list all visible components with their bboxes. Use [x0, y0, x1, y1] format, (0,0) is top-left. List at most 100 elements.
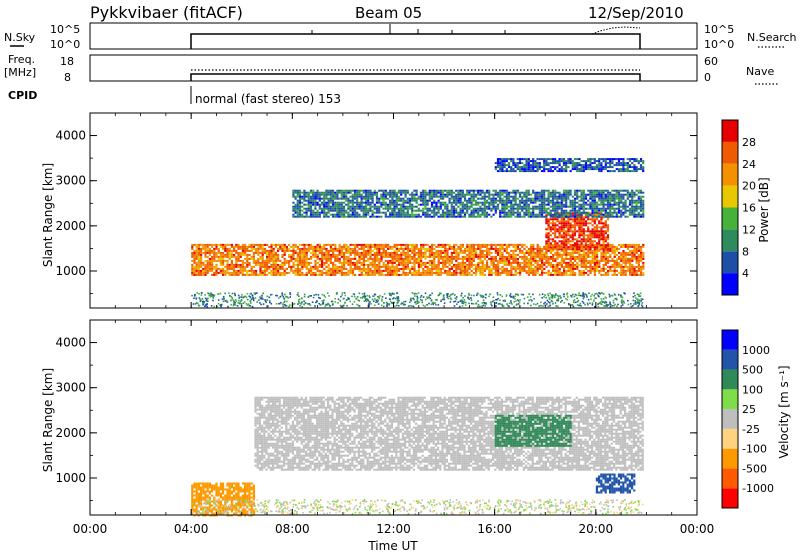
range-cell: [395, 195, 398, 198]
range-cell: [246, 257, 249, 260]
range-cell: [470, 273, 473, 276]
range-cell: [340, 247, 343, 250]
range-cell: [571, 218, 574, 221]
range-cell: [327, 215, 330, 218]
nave-label: Nave: [746, 65, 774, 78]
range-cell: [441, 215, 445, 218]
range-cell: [453, 273, 456, 276]
range-cell: [551, 160, 555, 163]
range-cell: [448, 257, 451, 260]
range-cell: [448, 245, 451, 248]
range-cell: [573, 215, 577, 218]
range-cell: [239, 247, 242, 250]
range-cell: [554, 259, 557, 262]
range-cell: [532, 207, 535, 210]
range-cell: [365, 253, 368, 256]
range-cell: [362, 189, 365, 192]
range-cell: [285, 245, 288, 248]
range-cell: [371, 197, 374, 200]
range-cell: [562, 199, 566, 202]
range-cell: [382, 245, 385, 248]
range-cell: [303, 197, 306, 200]
range-cell: [382, 255, 385, 258]
range-cell: [580, 232, 583, 235]
range-cell: [582, 265, 585, 268]
range-cell: [593, 228, 596, 231]
range-cell: [439, 251, 442, 254]
range-cell: [450, 265, 453, 268]
range-cell: [475, 267, 478, 270]
range-cell: [274, 255, 277, 258]
range-cell: [384, 263, 387, 266]
range-cell: [257, 257, 260, 260]
range-cell: [446, 209, 449, 212]
range-cell: [409, 249, 412, 252]
range-cell: [340, 209, 343, 212]
range-cell: [624, 269, 627, 272]
range-cell: [376, 249, 379, 252]
range-cell: [353, 189, 357, 192]
range-cell: [384, 273, 387, 276]
range-cell: [303, 243, 306, 246]
range-cell: [518, 213, 522, 216]
range-cell: [446, 259, 449, 262]
range-cell: [626, 251, 629, 254]
range-cell: [257, 243, 260, 246]
range-cell: [626, 193, 629, 196]
range-cell: [532, 170, 535, 173]
range-cell: [389, 271, 392, 274]
range-cell: [519, 263, 522, 266]
range-cell: [406, 213, 409, 216]
range-cell: [334, 203, 337, 206]
range-cell: [461, 261, 464, 264]
range-cell: [567, 263, 570, 266]
range-cell: [488, 253, 491, 256]
range-cell: [415, 197, 418, 200]
range-cell: [318, 251, 321, 254]
range-cell: [481, 263, 484, 266]
range-cell: [562, 189, 566, 192]
range-cell: [413, 253, 416, 256]
range-cell: [384, 269, 387, 272]
range-cell: [345, 195, 348, 198]
range-cell: [446, 249, 449, 252]
range-cell: [578, 195, 581, 198]
range-cell: [549, 209, 552, 212]
range-cell: [393, 203, 396, 206]
range-cell: [558, 212, 561, 215]
range-cell: [593, 240, 596, 243]
range-cell: [415, 247, 418, 250]
range-cell: [602, 197, 605, 200]
range-cell: [576, 224, 579, 227]
range-cell: [562, 168, 566, 171]
range-cell: [501, 193, 504, 196]
range-cell: [490, 209, 493, 212]
range-cell: [345, 273, 348, 276]
range-cell: [376, 265, 379, 268]
range-cell: [618, 255, 621, 258]
range-cell: [584, 234, 588, 237]
range-cell: [325, 193, 328, 196]
range-cell: [547, 207, 550, 210]
range-cell: [501, 211, 504, 214]
range-cell: [536, 158, 539, 161]
range-cell: [325, 213, 328, 216]
range-cell: [624, 251, 627, 254]
range-cell: [475, 255, 478, 258]
range-cell: [334, 271, 337, 274]
range-cell: [580, 253, 583, 256]
range-cell: [433, 191, 436, 194]
range-cell: [387, 251, 390, 254]
range-cell: [609, 267, 612, 270]
range-cell: [329, 205, 332, 208]
range-cell: [261, 251, 264, 254]
range-cell: [435, 249, 438, 252]
range-cell: [263, 251, 266, 254]
range-cell: [527, 197, 530, 200]
range-cell: [292, 251, 295, 254]
range-cell: [215, 245, 218, 248]
range-cell: [314, 197, 317, 200]
range-cell: [384, 249, 387, 252]
range-cell: [523, 166, 526, 169]
range-cell: [580, 226, 583, 229]
